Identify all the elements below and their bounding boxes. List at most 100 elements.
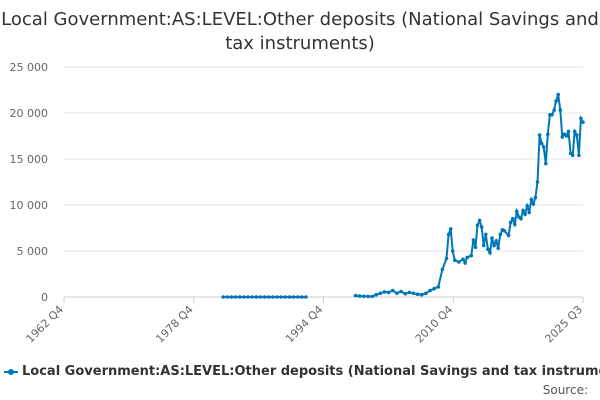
data-point[interactable] xyxy=(399,289,403,294)
data-point[interactable] xyxy=(382,290,387,294)
data-point[interactable] xyxy=(469,253,474,258)
data-point[interactable] xyxy=(254,295,259,299)
data-point[interactable] xyxy=(541,145,546,149)
data-point[interactable] xyxy=(250,295,254,299)
data-point[interactable] xyxy=(531,202,536,206)
data-point[interactable] xyxy=(461,257,465,262)
data-point[interactable] xyxy=(581,120,585,124)
data-point[interactable] xyxy=(546,132,550,136)
data-point[interactable] xyxy=(432,286,436,291)
data-point[interactable] xyxy=(506,233,511,238)
data-point[interactable] xyxy=(221,295,225,299)
data-point[interactable] xyxy=(419,292,424,297)
data-point[interactable] xyxy=(494,239,499,243)
data-point[interactable] xyxy=(444,256,449,261)
data-point[interactable] xyxy=(570,153,575,158)
data-point[interactable] xyxy=(552,108,556,112)
data-point[interactable] xyxy=(575,133,579,137)
data-point[interactable] xyxy=(378,291,383,296)
data-point[interactable] xyxy=(424,291,428,296)
data-point[interactable] xyxy=(502,229,507,233)
data-point[interactable] xyxy=(291,295,296,299)
data-point[interactable] xyxy=(262,295,267,299)
data-point[interactable] xyxy=(304,295,308,299)
data-point[interactable] xyxy=(490,236,494,240)
data-point[interactable] xyxy=(560,135,565,139)
data-point[interactable] xyxy=(525,204,529,208)
data-point[interactable] xyxy=(566,129,571,134)
data-point[interactable] xyxy=(436,285,441,289)
data-point[interactable] xyxy=(579,116,583,121)
data-point[interactable] xyxy=(440,267,445,272)
data-point[interactable] xyxy=(473,245,478,250)
data-point[interactable] xyxy=(523,212,527,216)
data-point[interactable] xyxy=(300,295,304,299)
data-point[interactable] xyxy=(539,141,544,146)
data-point[interactable] xyxy=(275,295,279,299)
data-point[interactable] xyxy=(554,99,558,103)
data-point[interactable] xyxy=(366,294,370,299)
data-point[interactable] xyxy=(572,129,577,134)
data-point[interactable] xyxy=(229,295,234,299)
data-point[interactable] xyxy=(279,295,283,299)
data-point[interactable] xyxy=(246,295,250,299)
data-point[interactable] xyxy=(527,210,531,215)
data-point[interactable] xyxy=(386,290,391,295)
data-point[interactable] xyxy=(407,290,412,295)
data-point[interactable] xyxy=(521,208,525,213)
data-point[interactable] xyxy=(450,249,455,253)
data-point[interactable] xyxy=(457,260,461,264)
data-point[interactable] xyxy=(362,294,366,299)
data-point[interactable] xyxy=(258,295,263,299)
data-point[interactable] xyxy=(266,295,271,299)
data-point[interactable] xyxy=(271,295,275,299)
data-point[interactable] xyxy=(550,113,554,117)
data-point[interactable] xyxy=(471,238,476,242)
data-point[interactable] xyxy=(515,209,519,214)
data-point[interactable] xyxy=(448,227,453,231)
data-point[interactable] xyxy=(225,295,230,299)
data-point[interactable] xyxy=(486,247,490,251)
data-point[interactable] xyxy=(519,217,523,221)
data-point[interactable] xyxy=(374,292,379,297)
data-point[interactable] xyxy=(492,243,496,248)
data-point[interactable] xyxy=(529,197,534,202)
data-point[interactable] xyxy=(283,295,288,299)
data-point[interactable] xyxy=(357,294,362,298)
data-point[interactable] xyxy=(556,92,560,97)
data-point[interactable] xyxy=(370,294,374,299)
data-point[interactable] xyxy=(564,134,569,138)
data-point[interactable] xyxy=(577,153,581,158)
data-point[interactable] xyxy=(481,243,486,248)
data-point[interactable] xyxy=(242,295,246,299)
data-point[interactable] xyxy=(544,161,548,166)
data-point[interactable] xyxy=(496,246,501,250)
data-point[interactable] xyxy=(403,292,408,296)
legend[interactable]: Local Government:AS:LEVEL:Other deposits… xyxy=(4,364,600,382)
data-point[interactable] xyxy=(453,258,457,263)
data-point[interactable] xyxy=(395,291,399,296)
data-point[interactable] xyxy=(411,291,416,296)
data-point[interactable] xyxy=(484,232,488,237)
data-point[interactable] xyxy=(510,217,515,221)
data-point[interactable] xyxy=(475,223,480,227)
data-point[interactable] xyxy=(391,288,395,293)
data-point[interactable] xyxy=(233,295,238,299)
data-point[interactable] xyxy=(488,251,492,255)
data-point[interactable] xyxy=(498,232,503,237)
data-point[interactable] xyxy=(465,255,470,260)
data-point[interactable] xyxy=(533,195,538,200)
data-point[interactable] xyxy=(463,261,467,265)
data-point[interactable] xyxy=(558,108,563,112)
data-point[interactable] xyxy=(537,133,542,137)
data-point[interactable] xyxy=(535,180,540,184)
data-point[interactable] xyxy=(353,293,358,298)
data-point[interactable] xyxy=(428,288,432,293)
data-point[interactable] xyxy=(513,222,517,227)
data-point[interactable] xyxy=(295,295,300,299)
data-point[interactable] xyxy=(479,225,484,229)
data-point[interactable] xyxy=(238,295,242,299)
data-point[interactable] xyxy=(508,220,513,225)
data-point[interactable] xyxy=(446,232,451,237)
data-point[interactable] xyxy=(415,292,420,297)
